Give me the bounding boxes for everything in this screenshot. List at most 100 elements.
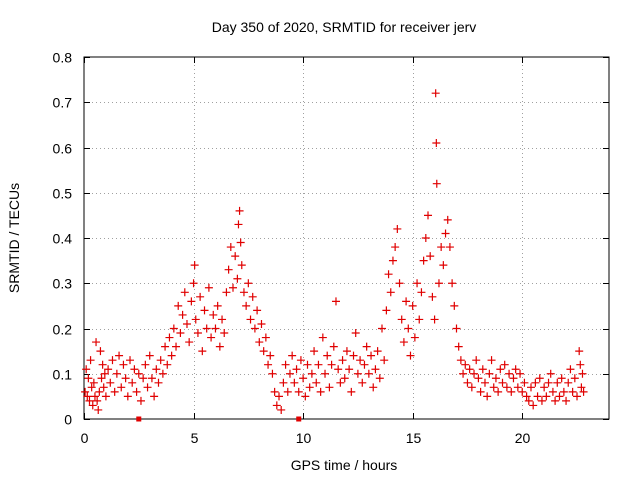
data-point <box>367 351 376 360</box>
data-point <box>202 324 211 333</box>
data-point <box>575 347 584 356</box>
data-point <box>369 383 378 392</box>
data-point <box>182 319 191 328</box>
y-tick-label: 0.3 <box>53 276 73 292</box>
data-point <box>568 387 577 396</box>
data-point <box>351 329 360 338</box>
data-point <box>86 356 95 365</box>
data-point <box>167 351 176 360</box>
data-point <box>551 396 560 405</box>
data-point <box>399 338 408 347</box>
data-point <box>89 378 98 387</box>
data-point <box>294 387 303 396</box>
data-point <box>417 288 426 297</box>
data-point <box>465 365 474 374</box>
data-point <box>474 374 483 383</box>
data-point <box>375 374 384 383</box>
data-point <box>296 356 305 365</box>
data-point <box>82 365 91 374</box>
data-point <box>391 243 400 252</box>
data-point <box>222 288 231 297</box>
data-point <box>117 383 126 392</box>
data-point <box>301 392 310 401</box>
data-point <box>178 310 187 319</box>
data-point <box>336 378 345 387</box>
data-point <box>502 383 511 392</box>
x-tick-label: 5 <box>191 430 199 446</box>
data-point <box>154 378 163 387</box>
data-point <box>87 383 96 392</box>
data-point <box>277 405 286 414</box>
data-point <box>307 369 316 378</box>
data-point <box>176 329 185 338</box>
data-point <box>498 378 507 387</box>
data-point <box>310 347 319 356</box>
data-point <box>253 306 262 315</box>
data-point <box>134 369 143 378</box>
data-point <box>489 383 498 392</box>
data-point <box>236 238 245 247</box>
data-point <box>268 369 277 378</box>
data-point <box>480 378 489 387</box>
data-point <box>463 378 472 387</box>
data-point <box>542 392 551 401</box>
data-point <box>190 261 199 270</box>
y-tick-label: 0 <box>64 412 72 428</box>
data-point <box>200 306 209 315</box>
data-point <box>213 301 222 310</box>
data-point <box>255 338 264 347</box>
data-point <box>476 387 485 396</box>
data-point <box>535 374 544 383</box>
data-point <box>507 387 516 396</box>
x-tick-label: 15 <box>406 430 422 446</box>
data-point <box>467 383 476 392</box>
y-tick-label: 0.1 <box>53 367 73 383</box>
data-point <box>270 387 279 396</box>
data-point <box>395 279 404 288</box>
data-point <box>81 387 90 396</box>
data-point <box>101 392 110 401</box>
data-point <box>487 356 496 365</box>
data-point-square <box>136 416 142 422</box>
data-point <box>96 347 105 356</box>
data-point <box>325 383 334 392</box>
data-point <box>386 288 395 297</box>
data-point <box>443 215 452 224</box>
data-point <box>415 315 424 324</box>
data-point <box>564 378 573 387</box>
data-point <box>209 310 218 319</box>
data-point <box>305 383 314 392</box>
data-point <box>419 256 428 265</box>
y-tick-label: 0.2 <box>53 322 73 338</box>
data-point <box>406 351 415 360</box>
data-point <box>494 387 503 396</box>
data-point <box>408 301 417 310</box>
data-point <box>228 283 237 292</box>
data-point <box>421 234 430 242</box>
data-point <box>448 279 457 288</box>
data-point <box>428 292 437 301</box>
x-tick-label: 20 <box>515 430 531 446</box>
data-point <box>362 342 371 351</box>
data-point <box>546 369 555 378</box>
data-point <box>92 338 101 347</box>
data-point <box>242 301 251 310</box>
data-point <box>316 387 325 396</box>
y-tick-label: 0.5 <box>53 186 73 202</box>
data-point <box>266 351 275 360</box>
data-point <box>347 387 356 396</box>
data-point <box>132 387 141 396</box>
data-point <box>450 301 459 310</box>
chart-title: Day 350 of 2020, SRMTID for receiver jer… <box>212 19 477 35</box>
data-point <box>377 324 386 333</box>
data-point <box>84 374 93 383</box>
data-point <box>373 347 382 356</box>
data-point <box>233 274 242 283</box>
data-point <box>312 378 321 387</box>
data-point <box>93 396 102 405</box>
data-point <box>483 392 492 401</box>
data-point <box>98 360 107 369</box>
data-point <box>516 369 525 378</box>
data-point <box>413 279 422 288</box>
data-point <box>522 392 531 401</box>
